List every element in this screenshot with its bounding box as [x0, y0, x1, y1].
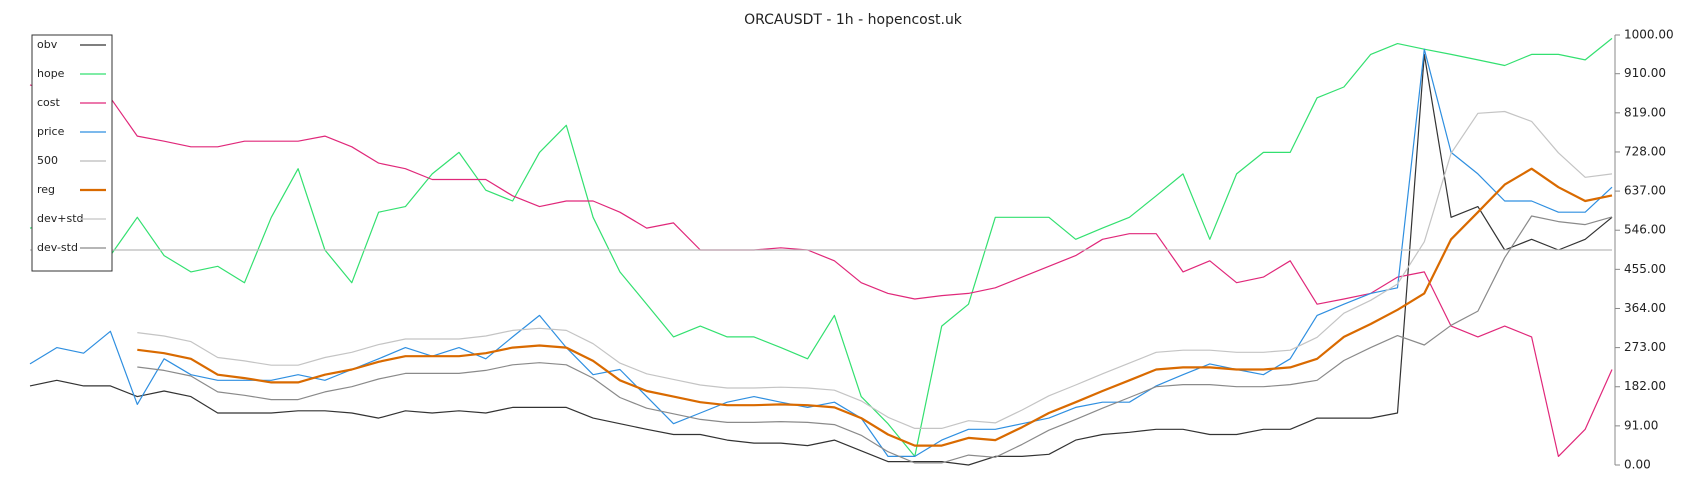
legend-label: hope	[37, 67, 65, 80]
y-tick-label: 364.00	[1624, 301, 1666, 315]
series-line	[137, 215, 1613, 464]
y-tick-label: 1000.00	[1624, 28, 1674, 42]
series-line	[29, 37, 1613, 457]
legend-label: cost	[37, 96, 61, 109]
legend-label: dev-std	[37, 241, 78, 254]
legend-label: obv	[37, 38, 58, 51]
series-line	[137, 110, 1613, 429]
legend-label: dev+std	[37, 212, 84, 225]
series-line	[29, 84, 1613, 457]
chart-title: ORCAUSDT - 1h - hopencost.uk	[744, 12, 963, 28]
y-tick-label: 91.00	[1624, 418, 1658, 432]
y-tick-label: 819.00	[1624, 105, 1666, 119]
legend-label: price	[37, 125, 65, 138]
series-line	[29, 48, 1613, 457]
y-tick-label: 182.00	[1624, 379, 1666, 393]
y-tick-label: 546.00	[1624, 223, 1666, 237]
legend-label: reg	[37, 183, 55, 196]
y-tick-label: 455.00	[1624, 262, 1666, 276]
series-line	[29, 53, 1613, 466]
y-tick-label: 637.00	[1624, 184, 1666, 198]
y-tick-label: 910.00	[1624, 66, 1666, 80]
y-tick-label: 273.00	[1624, 340, 1666, 354]
y-tick-label: 0.00	[1624, 458, 1651, 472]
legend-label: 500	[37, 154, 58, 167]
y-tick-label: 728.00	[1624, 144, 1666, 158]
series-line	[137, 167, 1613, 447]
